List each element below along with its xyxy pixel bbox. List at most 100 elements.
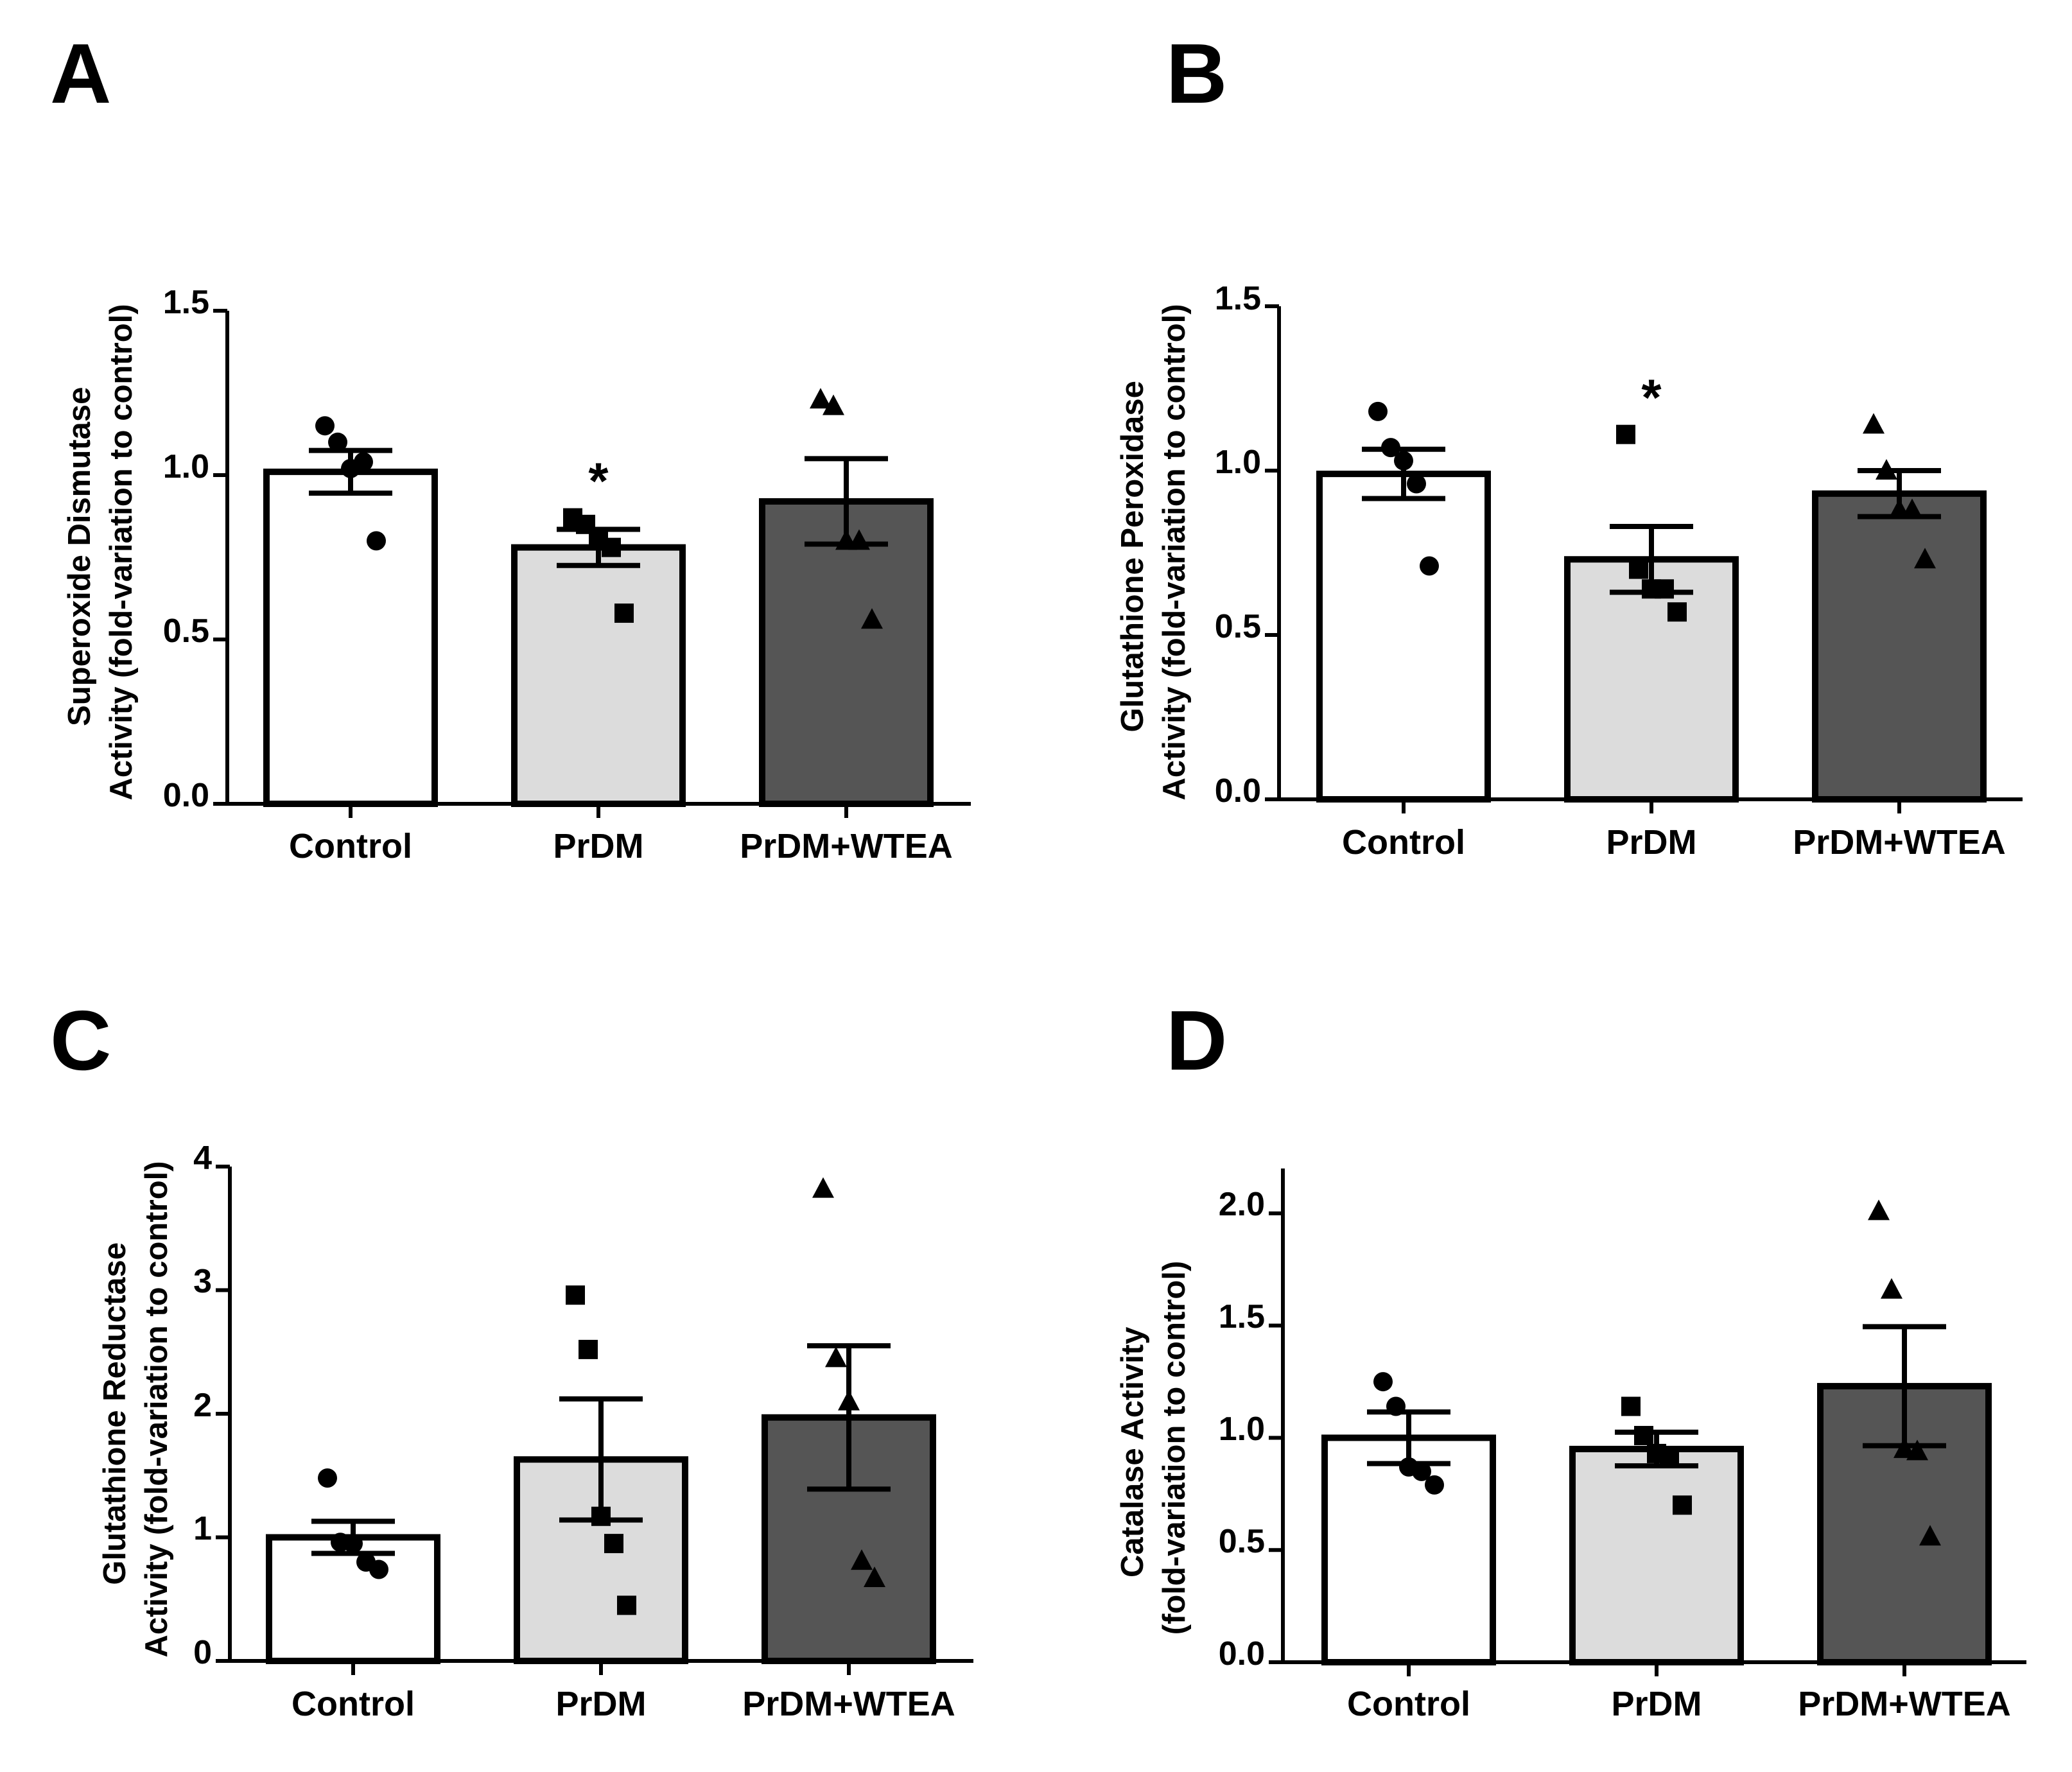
significance-marker: *	[588, 453, 609, 510]
y-axis-title-b-line2: Activity (fold-variation to control)	[1157, 304, 1192, 800]
y-tick-label: 0.0	[1219, 1635, 1265, 1672]
data-point-square	[617, 1595, 636, 1615]
x-category-labels-a: Control PrDM PrDM+WTEA	[289, 827, 953, 865]
x-category-label: PrDM	[553, 827, 643, 865]
y-axis-title-d: Catalase Activity (fold-variation to con…	[1115, 1261, 1192, 1635]
significance-marker: *	[1641, 369, 1662, 426]
data-point-triangle	[1868, 1199, 1890, 1220]
x-category-labels-d: Control PrDM PrDM+WTEA	[1347, 1685, 2011, 1723]
data-point-square	[579, 1339, 598, 1359]
x-category-label: Control	[1342, 823, 1465, 862]
data-point-triangle	[812, 1177, 834, 1198]
data-point-square	[1634, 1425, 1653, 1445]
y-axis-title-a-line1: Superoxide Dismutase	[62, 387, 97, 726]
y-tick-label: 2	[193, 1387, 212, 1424]
y-tick-labels-a: 0.0 0.5 1.0 1.5	[163, 284, 209, 814]
data-point-circle	[1386, 1396, 1406, 1416]
data-point-circle	[1412, 1461, 1431, 1481]
bar-prdm	[1569, 1445, 1744, 1666]
x-category-label: PrDM	[1606, 823, 1696, 862]
data-point-triangle	[1906, 1439, 1928, 1461]
data-point-triangle	[848, 529, 870, 550]
data-point-square	[1629, 559, 1648, 579]
y-tick-label: 0.5	[1219, 1523, 1265, 1560]
data-point-circle	[315, 416, 335, 436]
y-axis-title-a-line2: Activity (fold-variation to control)	[104, 304, 139, 800]
data-point-triangle	[825, 1346, 847, 1368]
panel-letter-a: A	[50, 26, 111, 121]
y-tick-label: 1.0	[1215, 444, 1261, 481]
data-point-square	[1621, 1396, 1641, 1416]
x-category-label: PrDM+WTEA	[1798, 1685, 2011, 1723]
y-tick-label: 1.0	[1219, 1411, 1265, 1448]
data-point-square	[604, 1534, 623, 1554]
bar-control	[1316, 471, 1491, 803]
plot-area-d	[1269, 1168, 2026, 1676]
data-point-circle	[328, 432, 347, 452]
data-point-triangle	[851, 1549, 873, 1570]
x-category-labels-b: Control PrDM PrDM+WTEA	[1342, 823, 2006, 862]
y-tick-label: 1	[193, 1510, 212, 1547]
bar-prdm-wtea	[1812, 490, 1987, 803]
y-tick-labels-c: 0 1 2 3 4	[193, 1140, 212, 1671]
data-point-triangle	[1919, 1525, 1941, 1546]
data-point-circle	[354, 452, 373, 472]
x-category-label: PrDM	[1611, 1685, 1702, 1723]
data-point-triangle	[1914, 548, 1936, 569]
y-tick-labels-b: 0.0 0.5 1.0 1.5	[1215, 280, 1261, 810]
bar-control	[263, 468, 438, 807]
data-point-square	[1616, 424, 1635, 444]
plot-area-c	[216, 1165, 973, 1675]
y-tick-label: 0	[193, 1634, 212, 1671]
panel-letter-d: D	[1166, 993, 1227, 1088]
bar-prdm	[511, 544, 686, 807]
y-axis-title-c: Glutathione Reductase Activity (fold-var…	[98, 1161, 174, 1657]
data-point-circle	[367, 531, 386, 551]
data-point-circle	[1373, 1372, 1393, 1392]
y-axis-title-b-line1: Glutathione Peroxidase	[1115, 381, 1150, 732]
data-point-triangle	[810, 388, 831, 409]
y-tick-label: 4	[193, 1140, 212, 1177]
x-category-label: Control	[1347, 1685, 1470, 1723]
x-category-label: PrDM+WTEA	[1793, 823, 2006, 862]
data-point-square	[614, 604, 634, 623]
data-point-square	[602, 537, 621, 557]
data-point-circle	[1394, 451, 1413, 471]
x-category-label: PrDM+WTEA	[740, 827, 953, 865]
data-point-circle	[369, 1559, 388, 1579]
y-axis-title-d-line2: (fold-variation to control)	[1157, 1261, 1192, 1635]
y-tick-label: 1.5	[163, 284, 209, 321]
x-category-label: Control	[289, 827, 412, 865]
x-category-label: Control	[292, 1685, 415, 1723]
data-point-square	[1667, 602, 1687, 622]
data-point-triangle	[1901, 498, 1923, 519]
y-tick-label: 0.0	[163, 777, 209, 814]
data-point-square	[1673, 1495, 1692, 1515]
data-point-triangle	[1863, 413, 1885, 434]
panel-d: D Catalase Activity (fold-variation to c…	[1115, 993, 2026, 1723]
data-point-triangle	[1894, 1437, 1915, 1458]
data-point-square	[566, 1285, 585, 1305]
y-tick-label: 1.0	[163, 448, 209, 485]
plot-area-b: *	[1265, 304, 2023, 813]
y-tick-labels-d: 0.0 0.5 1.0 1.5 2.0	[1219, 1186, 1265, 1672]
data-point-triangle	[823, 394, 844, 415]
y-tick-label: 0.0	[1215, 772, 1261, 810]
data-point-circle	[1368, 401, 1388, 421]
x-category-label: PrDM+WTEA	[742, 1685, 955, 1723]
panel-c: C Glutathione Reductase Activity (fold-v…	[50, 993, 973, 1723]
data-point-circle	[318, 1468, 337, 1488]
x-category-label: PrDM	[555, 1685, 646, 1723]
panel-a: A Superoxide Dismutase Activity (fold-va…	[50, 26, 971, 865]
data-point-circle	[1420, 556, 1439, 576]
data-point-triangle	[864, 1567, 885, 1588]
y-tick-label: 2.0	[1219, 1186, 1265, 1223]
panel-b: B Glutathione Peroxidase Activity (fold-…	[1115, 26, 2023, 862]
y-tick-label: 1.5	[1215, 280, 1261, 317]
panel-letter-b: B	[1166, 26, 1227, 121]
y-tick-label: 1.5	[1219, 1298, 1265, 1335]
y-axis-title-c-line1: Glutathione Reductase	[98, 1242, 132, 1585]
data-point-square	[576, 514, 595, 534]
data-point-square	[1655, 579, 1674, 599]
